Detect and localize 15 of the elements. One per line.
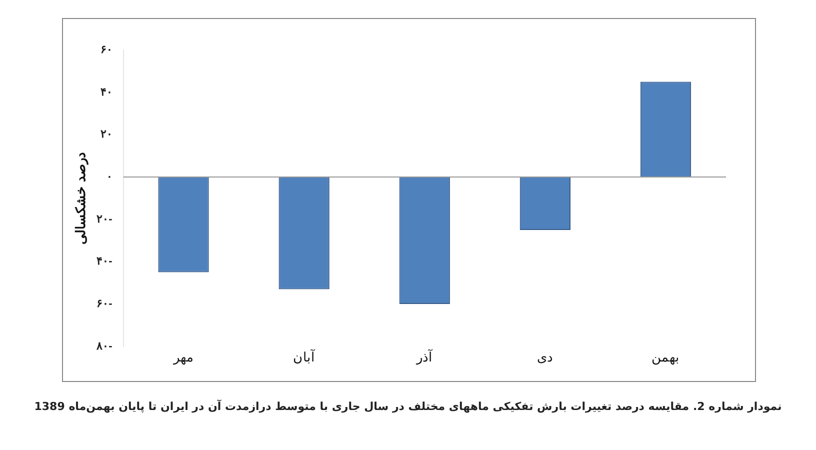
y-tick-label: ۲۰ xyxy=(100,128,112,141)
x-tick-label: مهر xyxy=(172,350,194,366)
y-tick-label: ۸۰- xyxy=(96,340,113,352)
x-tick-label: دی xyxy=(537,350,554,366)
y-tick-label: ۶۰ xyxy=(100,44,112,56)
y-tick-label: ۴۰ xyxy=(100,86,112,98)
y-tick-label: ۶۰- xyxy=(96,298,113,310)
y-tick-label: ۰ xyxy=(106,171,112,184)
x-tick-label: آبان xyxy=(293,348,316,366)
text: نمودار شماره 2. مقایسه درصد تغییرات بارش تفکیکی ماههای مختلف در سال جاری با متوسط درازمدت آن در ایران تا پایان بهمن‌ماه 1389 xyxy=(33,400,783,413)
x-tick-label: بهمن xyxy=(652,350,680,366)
x-tick-label: آذر xyxy=(416,348,434,366)
y-axis-title: درصد خشکسالی xyxy=(74,152,90,244)
y-tick-label: ۴۰- xyxy=(96,256,113,268)
y-tick-label: ۲۰- xyxy=(96,213,113,226)
